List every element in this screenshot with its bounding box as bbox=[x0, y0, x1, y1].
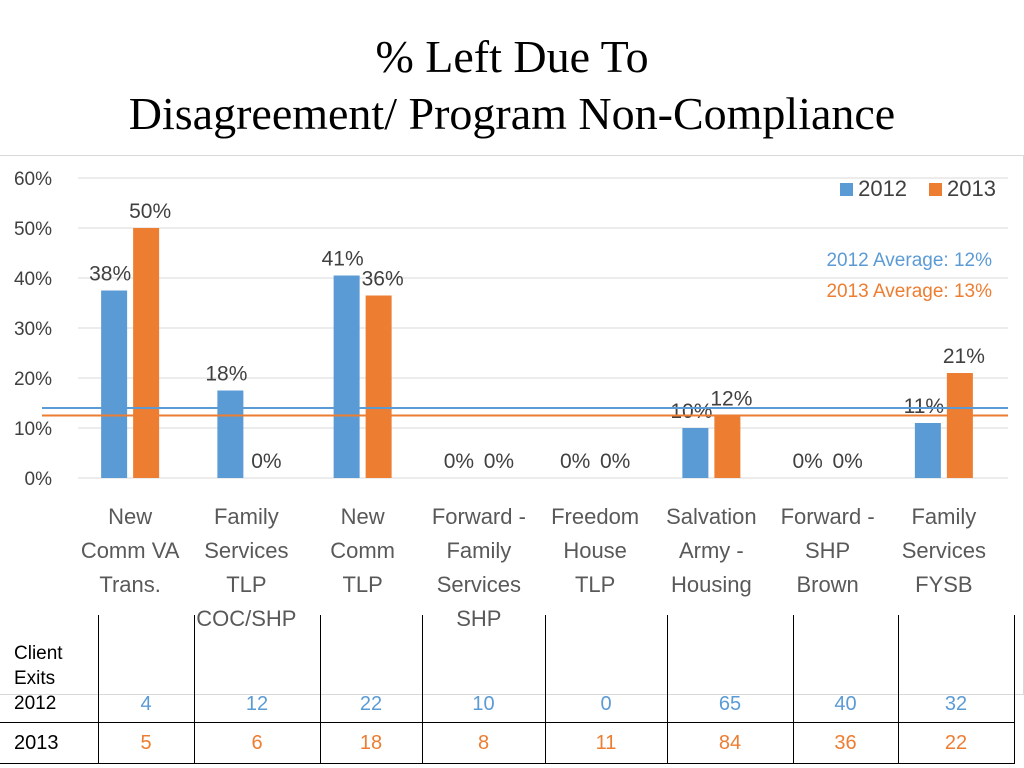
data-label: 18% bbox=[205, 363, 247, 386]
x-tick-label: Comm bbox=[330, 538, 395, 563]
y-tick-label: 10% bbox=[14, 419, 52, 440]
client-exits-table: Client Exits 2012 4 12 22 10 0 65 40 32 … bbox=[0, 615, 1015, 764]
y-tick-label: 0% bbox=[25, 469, 53, 490]
table-cell: 22 bbox=[897, 722, 1015, 764]
bar-chart: 0% 10% 20% 30% 40% 50% 60% 38% 50% New Comm VA Tran… bbox=[14, 169, 1008, 631]
table-header-line-2: Exits bbox=[14, 668, 56, 689]
legend-swatch-2012 bbox=[840, 182, 854, 196]
x-tick-label: Trans. bbox=[99, 572, 161, 597]
data-label: 0% bbox=[600, 450, 630, 473]
data-label: 50% bbox=[129, 200, 171, 223]
bar-2012 bbox=[101, 290, 128, 478]
table-cell: 5 bbox=[97, 722, 195, 764]
data-label: 21% bbox=[943, 345, 985, 368]
y-tick-label: 20% bbox=[14, 369, 52, 390]
x-tick-label: Brown bbox=[796, 572, 858, 597]
table-header-line-1: Client bbox=[14, 643, 63, 664]
table-cell: 18 bbox=[319, 722, 423, 764]
table-cell: 40 bbox=[792, 615, 898, 723]
data-label: 0% bbox=[560, 450, 590, 473]
table-row-2012: Client Exits 2012 4 12 22 10 0 65 40 32 bbox=[0, 615, 1015, 723]
data-label: 0% bbox=[251, 450, 281, 473]
table-cell: 84 bbox=[666, 722, 794, 764]
x-tick-label: Housing bbox=[671, 572, 752, 597]
x-tick-label: Family bbox=[214, 504, 279, 529]
table-cell: 4 bbox=[97, 615, 194, 723]
title-line-1: % Left Due To bbox=[375, 31, 649, 82]
data-label: 41% bbox=[322, 248, 364, 271]
data-label: 38% bbox=[89, 263, 131, 286]
chart-legend: 2012 2013 bbox=[840, 176, 996, 202]
data-label: 12% bbox=[710, 388, 752, 411]
slide-title: % Left Due To Disagreement/ Program Non-… bbox=[0, 28, 1024, 142]
table-cell: 0 bbox=[544, 615, 667, 723]
data-label: 0% bbox=[444, 450, 474, 473]
x-tick-label: TLP bbox=[342, 572, 382, 597]
row-header-2012: Client Exits 2012 bbox=[0, 615, 98, 723]
table-cell: 12 bbox=[193, 615, 320, 723]
x-tick-label: Forward - bbox=[432, 504, 526, 529]
row-label-2012: 2012 bbox=[14, 693, 57, 714]
bar-2013 bbox=[365, 295, 392, 478]
data-label: 36% bbox=[362, 268, 404, 291]
x-tick-label: TLP bbox=[226, 572, 266, 597]
legend-item-2013: 2013 bbox=[929, 176, 996, 202]
x-tick-label: House bbox=[563, 538, 627, 563]
x-tick-label: Services bbox=[437, 572, 521, 597]
x-tick-label: Services bbox=[902, 538, 986, 563]
x-tick-label: Family bbox=[446, 538, 511, 563]
y-tick-label: 50% bbox=[14, 219, 52, 240]
y-tick-label: 60% bbox=[14, 169, 52, 190]
x-tick-label: Salvation bbox=[666, 504, 757, 529]
title-line-2: Disagreement/ Program Non-Compliance bbox=[128, 88, 896, 139]
legend-item-2012: 2012 bbox=[840, 176, 907, 202]
table-cell: 10 bbox=[421, 615, 545, 723]
row-label-2013: 2013 bbox=[0, 722, 99, 764]
bar-2012 bbox=[333, 275, 360, 478]
x-tick-label: Freedom bbox=[551, 504, 639, 529]
data-label: 11% bbox=[904, 395, 944, 418]
legend-swatch-2013 bbox=[929, 182, 943, 196]
bar-2013 bbox=[133, 228, 160, 478]
table-row-2013: 2013 5 6 18 8 11 84 36 22 bbox=[0, 722, 1015, 764]
table-cell: 8 bbox=[421, 722, 546, 764]
data-label: 0% bbox=[832, 450, 862, 473]
x-tick-label: New bbox=[108, 504, 152, 529]
table-cell: 22 bbox=[319, 615, 422, 723]
bar-2012 bbox=[217, 390, 244, 478]
table-cell: 11 bbox=[544, 722, 668, 764]
x-tick-label: TLP bbox=[575, 572, 615, 597]
y-tick-label: 40% bbox=[14, 269, 52, 290]
table-cell: 32 bbox=[897, 615, 1015, 723]
x-tick-label: New bbox=[341, 504, 385, 529]
data-label: 0% bbox=[484, 450, 514, 473]
x-tick-label: Services bbox=[204, 538, 288, 563]
data-label: 0% bbox=[792, 450, 822, 473]
x-tick-label: SHP bbox=[805, 538, 850, 563]
x-tick-label: Forward - bbox=[781, 504, 875, 529]
bar-2013 bbox=[946, 373, 973, 478]
average-note-2012: 2012 Average: 12% bbox=[826, 250, 992, 271]
bar-2013 bbox=[714, 415, 741, 478]
table-cell: 6 bbox=[193, 722, 321, 764]
average-note-2013: 2013 Average: 13% bbox=[826, 281, 992, 302]
table-cell: 36 bbox=[792, 722, 899, 764]
bar-2012 bbox=[914, 423, 941, 478]
x-tick-label: Army - bbox=[679, 538, 744, 563]
y-tick-label: 30% bbox=[14, 319, 52, 340]
x-tick-label: Comm VA bbox=[81, 538, 180, 563]
x-tick-label: FYSB bbox=[915, 572, 972, 597]
bar-2012 bbox=[682, 428, 709, 478]
data-label: 10% bbox=[670, 400, 712, 423]
legend-label-2012: 2012 bbox=[858, 176, 908, 201]
x-tick-label: Family bbox=[911, 504, 976, 529]
legend-label-2013: 2013 bbox=[947, 176, 996, 201]
table-cell: 65 bbox=[666, 615, 793, 723]
